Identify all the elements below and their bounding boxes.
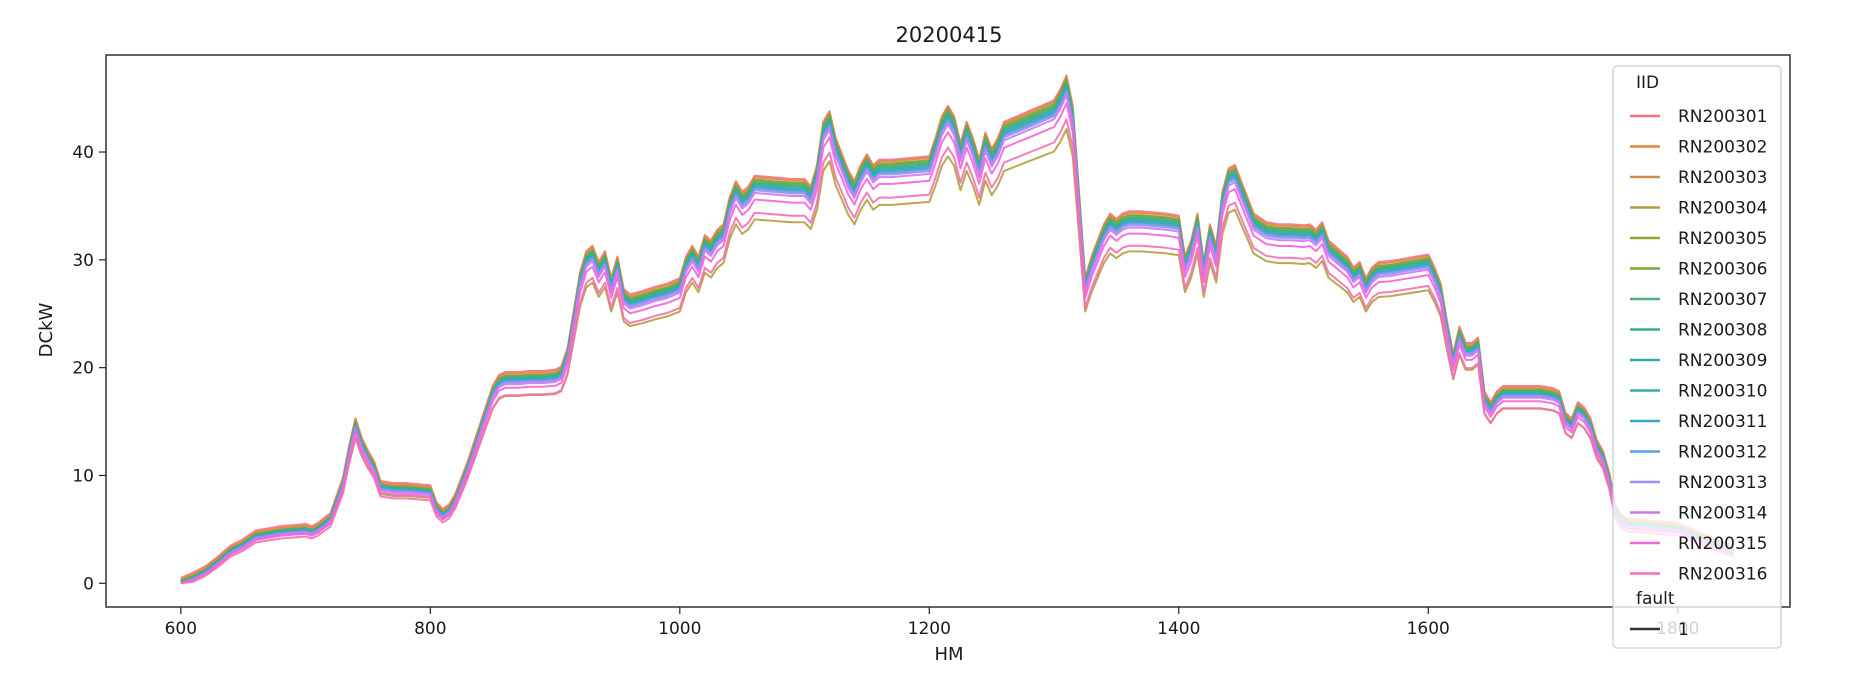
series-line-RN200316 [180, 118, 1735, 585]
legend-box [1612, 65, 1782, 649]
legend-label-RN200306: RN200306 [1678, 260, 1767, 280]
series-line-RN200312 [180, 89, 1735, 585]
series-line-RN200313 [180, 91, 1735, 585]
x-tick-label: 1000 [658, 619, 701, 639]
legend-label-RN200311: RN200311 [1678, 412, 1767, 432]
x-axis-ticks: 60080010001200140016001800 [165, 607, 1699, 639]
series-line-RN200310 [180, 85, 1735, 585]
legend-label-RN200315: RN200315 [1678, 534, 1767, 554]
legend-label-RN200303: RN200303 [1678, 168, 1767, 188]
series-line-RN200304 [180, 128, 1735, 583]
series-line-RN200314 [180, 94, 1735, 585]
legend-label-RN200310: RN200310 [1678, 382, 1767, 402]
chart-title: 20200415 [896, 23, 1003, 47]
legend: IID RN200301RN200302RN200303RN200304RN20… [1612, 65, 1782, 649]
legend-label-RN200308: RN200308 [1678, 321, 1767, 341]
y-tick-label: 40 [72, 143, 94, 163]
y-tick-label: 10 [72, 466, 94, 486]
legend-label-RN200305: RN200305 [1678, 229, 1767, 249]
series-line-RN200311 [180, 87, 1735, 585]
y-tick-label: 0 [83, 574, 94, 594]
x-tick-label: 1600 [1407, 619, 1450, 639]
legend-label-RN200301: RN200301 [1678, 107, 1767, 127]
y-axis-label: DCkW [36, 302, 57, 357]
legend-label-RN200314: RN200314 [1678, 504, 1767, 524]
legend-size-entry: 1 [1678, 620, 1689, 640]
legend-label-RN200309: RN200309 [1678, 351, 1767, 371]
legend-size-title: fault [1636, 589, 1675, 609]
legend-label-RN200316: RN200316 [1678, 565, 1767, 585]
x-tick-label: 600 [165, 619, 197, 639]
legend-label-RN200312: RN200312 [1678, 443, 1767, 463]
series-line-RN200315 [180, 102, 1735, 585]
x-axis-label: HM [934, 644, 963, 665]
y-tick-label: 30 [72, 251, 94, 271]
x-tick-label: 800 [414, 619, 446, 639]
plot-area-frame [105, 54, 1791, 608]
y-tick-label: 20 [72, 359, 94, 379]
legend-label-RN200313: RN200313 [1678, 473, 1767, 493]
legend-label-RN200304: RN200304 [1678, 199, 1767, 219]
legend-entries: RN200301 RN200302 RN200303 RN200304 RN200305… [1630, 107, 1767, 585]
legend-title: IID [1636, 73, 1659, 93]
series-layer [180, 74, 1735, 585]
y-axis-ticks: 0 10 20 30 40 [72, 143, 106, 594]
x-tick-label: 1400 [1157, 619, 1200, 639]
legend-label-RN200307: RN200307 [1678, 290, 1767, 310]
x-tick-label: 1200 [908, 619, 951, 639]
legend-label-RN200302: RN200302 [1678, 138, 1767, 158]
series-line-RN200309 [180, 84, 1735, 584]
